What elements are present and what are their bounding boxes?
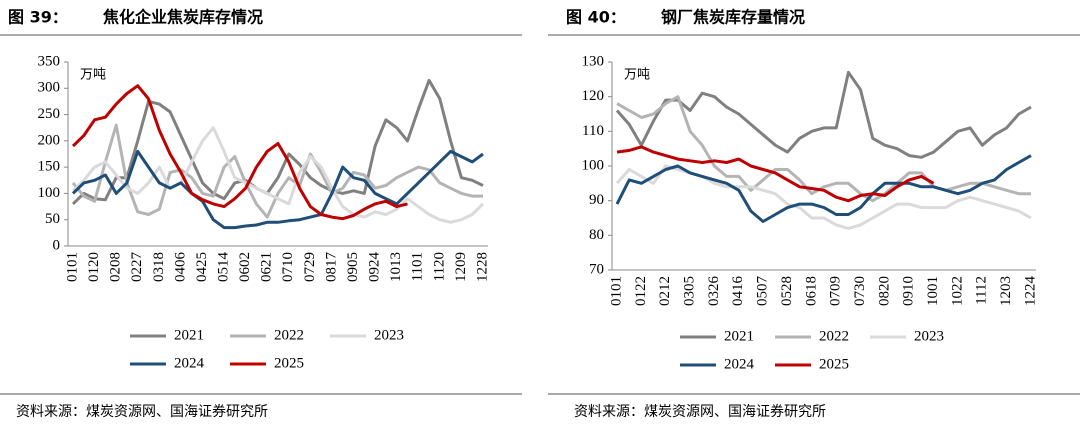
x-tick-label: 0817 xyxy=(323,252,339,283)
y-tick-label: 200 xyxy=(38,132,61,148)
x-tick-label: 0528 xyxy=(779,276,795,306)
x-tick-label: 0101 xyxy=(608,276,624,306)
x-tick-label: 0730 xyxy=(852,276,868,306)
legend-label: 2025 xyxy=(274,355,304,371)
series-line xyxy=(71,78,484,205)
legend-label: 2021 xyxy=(724,328,754,344)
series-line xyxy=(71,123,483,219)
x-tick-label: 0305 xyxy=(681,276,697,306)
y-tick-label: 110 xyxy=(582,123,604,139)
legend-label: 2022 xyxy=(819,328,849,344)
y-tick-label: 100 xyxy=(582,157,605,173)
x-tick-label: 0120 xyxy=(86,252,102,282)
y-tick-label: 130 xyxy=(582,53,605,69)
x-tick-label: 0406 xyxy=(172,252,188,283)
x-tick-label: 1228 xyxy=(474,252,490,282)
x-tick-label: 0318 xyxy=(151,252,167,282)
series-line xyxy=(71,149,484,230)
x-tick-label: 0910 xyxy=(901,276,917,306)
x-tick-label: 0924 xyxy=(367,252,383,283)
series-line xyxy=(616,95,1031,203)
y-tick-label: 100 xyxy=(38,185,61,201)
series-line xyxy=(615,70,1032,159)
y-tick-label: 150 xyxy=(38,159,61,175)
series-line xyxy=(71,84,408,221)
x-tick-label: 0710 xyxy=(280,252,296,282)
x-tick-label: 0602 xyxy=(237,252,253,282)
x-tick-label: 0416 xyxy=(730,276,746,307)
x-tick-label: 1120 xyxy=(431,252,447,281)
x-tick-label: 0212 xyxy=(657,276,673,306)
source-note: 资料来源：煤炭资源网、国海证券研究所 xyxy=(16,404,268,420)
figure-title: 钢厂焦炭库存量情况 xyxy=(661,8,805,27)
x-tick-label: 1203 xyxy=(998,276,1014,306)
legend-label: 2023 xyxy=(374,327,404,343)
x-tick-label: 0507 xyxy=(755,276,771,307)
y-tick-label: 90 xyxy=(589,192,604,208)
legend-label: 2023 xyxy=(914,328,944,344)
x-tick-label: 1022 xyxy=(949,276,965,306)
x-tick-label: 0326 xyxy=(706,276,722,307)
x-tick-label: 0820 xyxy=(876,276,892,306)
series-line xyxy=(615,154,1032,223)
unit-label: 万吨 xyxy=(624,68,650,83)
x-tick-label: 0208 xyxy=(108,252,124,282)
legend-label: 2021 xyxy=(174,327,204,343)
y-tick-label: 250 xyxy=(38,106,61,122)
x-tick-label: 1209 xyxy=(453,252,469,282)
legend-label: 2025 xyxy=(819,356,849,372)
x-tick-label: 0905 xyxy=(345,252,361,282)
unit-label: 万吨 xyxy=(80,68,106,83)
x-tick-label: 1112 xyxy=(974,276,990,305)
figure-title: 焦化企业焦炭库存情况 xyxy=(102,8,263,27)
figure-label: 图 40： xyxy=(566,8,626,27)
x-tick-label: 0729 xyxy=(302,252,318,282)
x-tick-label: 0618 xyxy=(803,276,819,306)
x-tick-label: 0227 xyxy=(129,252,145,283)
x-tick-label: 0122 xyxy=(633,276,649,306)
series-line xyxy=(616,145,935,203)
legend-label: 2024 xyxy=(724,356,755,372)
figure-label: 图 39： xyxy=(8,8,68,27)
source-note: 资料来源：煤炭资源网、国海证券研究所 xyxy=(574,404,826,420)
x-tick-label: 0621 xyxy=(259,252,275,282)
legend-label: 2022 xyxy=(274,327,304,343)
y-tick-label: 50 xyxy=(45,211,60,227)
y-tick-label: 120 xyxy=(582,88,605,104)
legend-label: 2024 xyxy=(174,355,205,371)
x-tick-label: 1001 xyxy=(925,276,941,306)
y-tick-label: 350 xyxy=(38,53,61,69)
series-line xyxy=(615,164,1032,230)
y-tick-label: 70 xyxy=(589,261,604,277)
y-tick-label: 80 xyxy=(589,227,604,243)
series-line xyxy=(71,126,485,224)
x-tick-label: 0101 xyxy=(64,252,80,282)
x-tick-label: 0425 xyxy=(194,252,210,282)
x-tick-label: 0514 xyxy=(215,252,231,283)
x-tick-label: 1101 xyxy=(410,252,426,281)
x-tick-label: 1013 xyxy=(388,252,404,282)
y-tick-label: 300 xyxy=(38,80,61,96)
x-tick-label: 1224 xyxy=(1022,276,1038,307)
x-tick-label: 0709 xyxy=(828,276,844,306)
y-tick-label: 0 xyxy=(53,237,61,253)
